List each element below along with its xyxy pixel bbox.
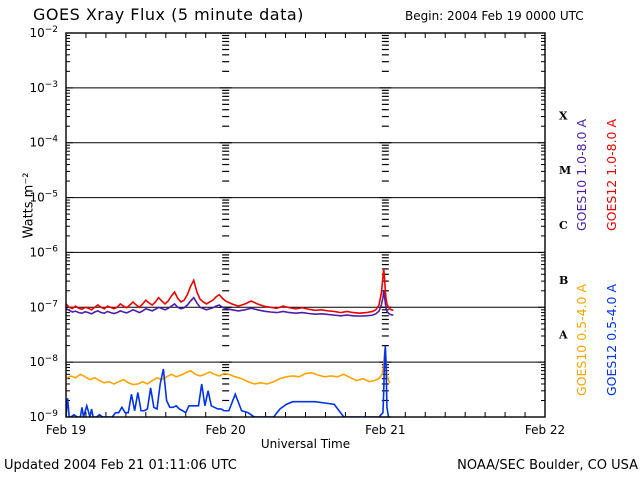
flare-class-label: C: [559, 219, 568, 232]
flare-class-label: A: [558, 329, 568, 342]
y-tick-label: 10−4: [29, 135, 58, 150]
y-tick-label: 10−2: [29, 25, 58, 40]
flare-class-label: B: [559, 274, 568, 287]
x-tick-label: Feb 19: [46, 423, 86, 437]
x-axis-label: Universal Time: [260, 437, 351, 451]
legend-label-goes10-1-0-8-0-a: GOES10 1.0-8.0 A: [574, 119, 589, 231]
y-tick-label: 10−3: [29, 80, 58, 95]
y-tick-label: 10−5: [29, 190, 58, 205]
credit-label: NOAA/SEC Boulder, CO USA: [457, 458, 638, 473]
legend-label-goes12-1-0-8-0-a: GOES12 1.0-8.0 A: [604, 119, 619, 231]
flare-class-label: X: [559, 109, 568, 122]
legend-label-goes10-0-5-4-0-a: GOES10 0.5-4.0 A: [574, 284, 589, 396]
y-tick-label: 10−6: [29, 244, 58, 259]
y-tick-label: 10−7: [29, 299, 58, 314]
updated-timestamp: Updated 2004 Feb 21 01:11:06 UTC: [4, 458, 237, 473]
y-tick-label: 10−8: [29, 354, 58, 369]
legend-label-goes12-0-5-4-0-a: GOES12 0.5-4.0 A: [604, 284, 619, 396]
page-title: GOES Xray Flux (5 minute data): [33, 5, 304, 24]
x-tick-label: Feb 21: [365, 423, 405, 437]
begin-time-label: Begin: 2004 Feb 19 0000 UTC: [405, 9, 584, 23]
x-tick-label: Feb 22: [525, 423, 565, 437]
y-tick-label: 10−9: [29, 409, 58, 424]
flare-class-label: M: [559, 164, 571, 177]
x-tick-label: Feb 20: [205, 423, 245, 437]
